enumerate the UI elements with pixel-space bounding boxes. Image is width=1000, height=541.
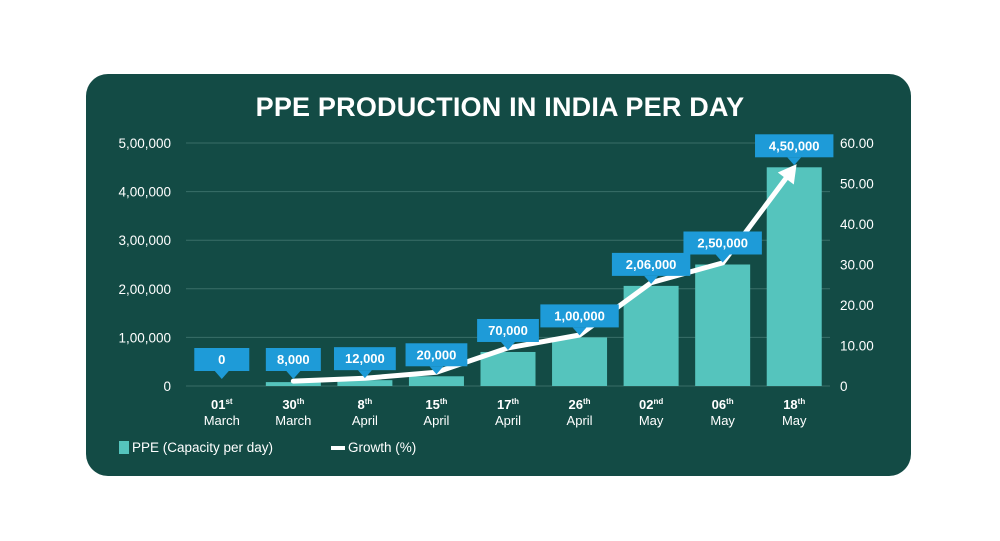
- data-label-box: [194, 348, 250, 371]
- data-label-pointer: [501, 341, 515, 350]
- data-label-pointer: [572, 327, 587, 336]
- bar: [265, 382, 321, 386]
- bar: [337, 380, 393, 386]
- data-label: 4,50,000: [769, 138, 820, 153]
- legend-bar-label: PPE (Capacity per day): [132, 440, 273, 455]
- data-label-box: [755, 134, 834, 158]
- x-tick-day: 8th: [357, 397, 372, 412]
- chart-title: PPE PRODUCTION IN INDIA PER DAY: [255, 92, 745, 122]
- y-right-tick: 10.00: [840, 339, 874, 354]
- x-tick-month: April: [495, 413, 521, 428]
- data-label: 0: [218, 352, 225, 367]
- bar: [480, 351, 536, 386]
- growth-arrowhead: [777, 164, 797, 185]
- data-label-box: [333, 347, 396, 371]
- y-right-tick: 0: [840, 379, 848, 394]
- x-tick-month: April: [352, 413, 378, 428]
- y-left-tick: 1,00,000: [118, 330, 171, 345]
- data-label-pointer: [357, 370, 372, 379]
- y-left-tick: 5,00,000: [118, 136, 171, 151]
- growth-line: [290, 174, 790, 384]
- legend-line-swatch: [331, 446, 345, 450]
- data-label-pointer: [715, 254, 730, 263]
- data-label-box: [265, 348, 321, 371]
- data-label: 12,000: [345, 351, 385, 366]
- data-label: 2,06,000: [626, 257, 677, 272]
- data-label-pointer: [644, 275, 659, 284]
- x-tick-day: 18th: [783, 397, 805, 412]
- legend-bar-swatch: [119, 441, 129, 454]
- bar: [408, 376, 464, 386]
- data-label-box: [540, 304, 619, 328]
- x-tick-day: 30th: [282, 397, 304, 412]
- y-left-tick: 2,00,000: [118, 282, 171, 297]
- bar: [695, 264, 751, 386]
- data-label-pointer: [286, 371, 301, 379]
- x-tick-day: 17th: [497, 397, 519, 412]
- y-left-tick: 0: [163, 379, 171, 394]
- data-label-box: [683, 231, 762, 255]
- bar: [623, 285, 679, 386]
- x-tick-month: May: [710, 413, 735, 428]
- x-tick-day: 26th: [569, 397, 591, 412]
- y-right-tick: 60.00: [840, 136, 874, 151]
- data-label: 1,00,000: [554, 308, 605, 323]
- data-label: 2,50,000: [697, 236, 748, 251]
- x-tick-day: 02nd: [639, 397, 663, 412]
- x-tick-month: May: [639, 413, 664, 428]
- x-tick-day: 06th: [712, 397, 734, 412]
- data-label-box: [611, 252, 691, 276]
- legend-line-label: Growth (%): [348, 440, 416, 455]
- y-right-tick: 50.00: [840, 177, 874, 192]
- x-tick-month: April: [567, 413, 593, 428]
- x-tick-day: 15th: [425, 397, 447, 412]
- data-label-pointer: [214, 371, 229, 379]
- x-tick-month: April: [423, 413, 449, 428]
- data-label-pointer: [787, 157, 802, 166]
- x-tick-month: March: [275, 413, 311, 428]
- data-label: 8,000: [277, 352, 310, 367]
- data-label: 20,000: [417, 347, 457, 362]
- bar: [766, 167, 822, 386]
- x-tick-month: May: [782, 413, 807, 428]
- x-tick-day: 01st: [211, 397, 233, 412]
- y-right-tick: 40.00: [840, 217, 874, 232]
- y-right-tick: 30.00: [840, 258, 874, 273]
- data-label-pointer: [429, 366, 444, 375]
- data-label-box: [477, 318, 539, 342]
- y-right-tick: 20.00: [840, 298, 874, 313]
- data-label: 70,000: [488, 323, 528, 338]
- y-left-tick: 3,00,000: [118, 233, 171, 248]
- data-label-box: [405, 343, 468, 367]
- bar: [552, 337, 608, 386]
- y-left-tick: 4,00,000: [118, 185, 171, 200]
- x-tick-month: March: [204, 413, 240, 428]
